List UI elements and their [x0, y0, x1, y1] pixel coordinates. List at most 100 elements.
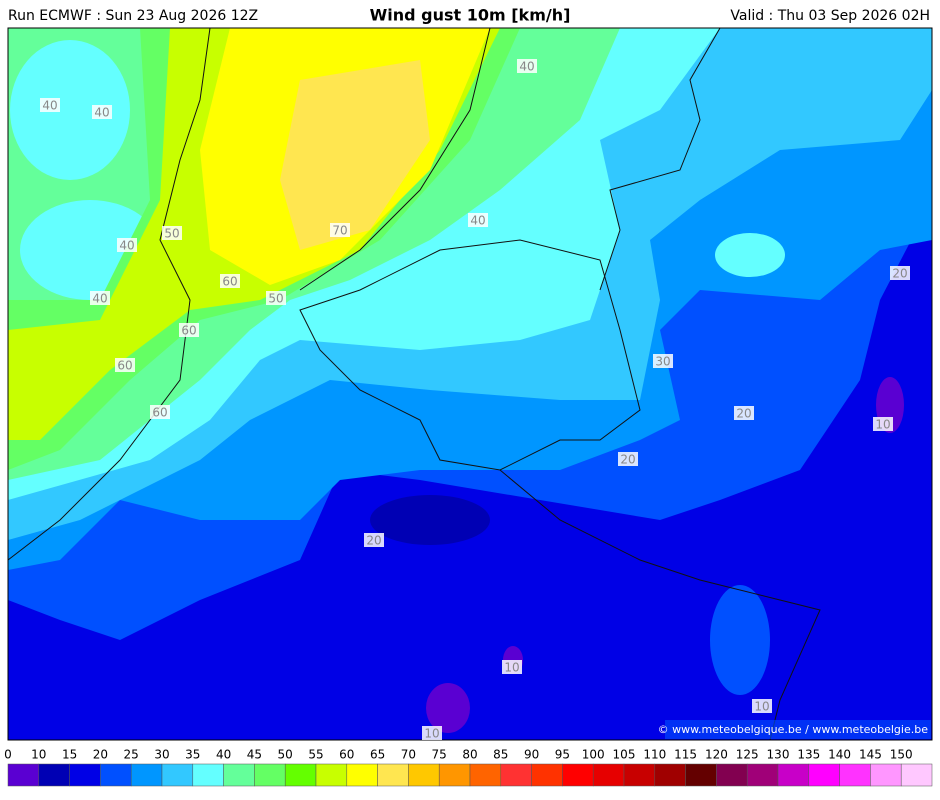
- contour-label-bg: [468, 213, 488, 227]
- contour-label-bg: [734, 406, 754, 420]
- run-info: Run ECMWF : Sun 23 Aug 2026 12Z: [8, 8, 258, 24]
- contour-label: 40: [519, 60, 534, 74]
- contour-label-bg: [92, 105, 112, 119]
- contour-label-bg: [752, 699, 772, 713]
- color-swatch: [254, 763, 286, 787]
- colorbar: 0 10 15 20 25 30 35 40 45 50 55 60 65 70 75 80 85 90 95 100…: [4, 748, 933, 787]
- map: 40 40 40 40 40 40 50 50 70 60 60 60 60 30 20 20 20 20 10 10…: [7, 27, 933, 741]
- color-swatch: [377, 763, 409, 787]
- colorbar-label: 90: [524, 748, 539, 762]
- contour-label-bg: [517, 59, 537, 73]
- colorbar-label: 150: [890, 748, 913, 762]
- color-swatch: [192, 763, 224, 787]
- colorbar-label: 60: [339, 748, 354, 762]
- color-swatch: [746, 763, 779, 787]
- color-swatch: [870, 763, 902, 787]
- color-swatch: [685, 763, 717, 787]
- color-swatch: [654, 763, 686, 787]
- color-swatch: [315, 763, 348, 787]
- contour-label: 30: [655, 355, 670, 369]
- contour-label: 60: [181, 324, 196, 338]
- colorbar-label: 140: [828, 748, 851, 762]
- contour-label-bg: [266, 291, 286, 305]
- contour-label-bg: [179, 323, 199, 337]
- color-swatch: [900, 763, 933, 787]
- contour-label-bg: [502, 660, 522, 674]
- contour-label: 40: [94, 106, 109, 120]
- contour-label: 40: [92, 292, 107, 306]
- contour-label-bg: [150, 405, 170, 419]
- colorbar-label: 0: [4, 748, 12, 762]
- color-swatch: [562, 763, 594, 787]
- color-swatch: [408, 763, 440, 787]
- colorbar-label: 95: [555, 748, 570, 762]
- color-swatch: [100, 763, 132, 787]
- colorbar-label: 10: [31, 748, 46, 762]
- contour-label: 40: [470, 214, 485, 228]
- colorbar-label: 85: [493, 748, 508, 762]
- color-swatch: [623, 763, 656, 787]
- color-swatch: [223, 763, 255, 787]
- colorbar-label: 130: [767, 748, 790, 762]
- contour-label-bg: [162, 226, 182, 240]
- color-swatch: [438, 763, 471, 787]
- colorbar-label: 45: [247, 748, 262, 762]
- colorbar-label: 25: [124, 748, 139, 762]
- colorbar-label: 100: [582, 748, 605, 762]
- colorbar-label: 145: [859, 748, 882, 762]
- contour-label: 40: [119, 239, 134, 253]
- color-swatch: [130, 763, 163, 787]
- color-swatch: [38, 763, 70, 787]
- contour-label: 50: [268, 292, 283, 306]
- contour-label-bg: [115, 358, 135, 372]
- contour-label-bg: [653, 354, 673, 368]
- color-swatch: [346, 763, 378, 787]
- colorbar-label: 135: [797, 748, 820, 762]
- contour-label: 60: [222, 275, 237, 289]
- colorbar-label: 55: [308, 748, 323, 762]
- color-swatch: [716, 763, 748, 787]
- contour-label-bg: [220, 274, 240, 288]
- contour-label: 60: [152, 406, 167, 420]
- colorbar-label: 105: [613, 748, 636, 762]
- color-swatch: [284, 763, 317, 787]
- colorbar-label: 40: [216, 748, 231, 762]
- contour-label: 50: [164, 227, 179, 241]
- colorbar-label: 15: [62, 748, 77, 762]
- colorbar-label: 125: [736, 748, 759, 762]
- color-swatch: [7, 763, 40, 787]
- color-swatch: [469, 763, 502, 787]
- contour-label-bg: [330, 223, 350, 237]
- color-swatch: [161, 763, 194, 787]
- colorbar-label: 70: [401, 748, 416, 762]
- colorbar-label: 50: [278, 748, 293, 762]
- contour-label: 20: [366, 534, 381, 548]
- color-swatch: [839, 763, 871, 787]
- colorbar-label: 110: [643, 748, 666, 762]
- color-swatch: [777, 763, 810, 787]
- color-swatch: [69, 763, 101, 787]
- contour-label-bg: [422, 726, 442, 740]
- color-swatch: [592, 763, 625, 787]
- contour-label: 70: [332, 224, 347, 238]
- credit: © www.meteobelgique.be / www.meteobelgie…: [658, 723, 929, 736]
- contour-label: 20: [620, 453, 635, 467]
- contour-label: 10: [754, 700, 769, 714]
- contour-label: 10: [875, 418, 890, 432]
- contour-label-bg: [618, 452, 638, 466]
- colorbar-label: 35: [185, 748, 200, 762]
- colorbar-label: 30: [154, 748, 169, 762]
- colorbar-label: 75: [432, 748, 447, 762]
- contour-label-bg: [873, 417, 893, 431]
- colorbar-label: 65: [370, 748, 385, 762]
- contour-label-bg: [117, 238, 137, 252]
- color-swatch: [531, 763, 563, 787]
- colorbar-label: 120: [705, 748, 728, 762]
- contour-label-bg: [890, 266, 910, 280]
- contour-label: 10: [424, 727, 439, 741]
- contour-label-bg: [364, 533, 384, 547]
- colorbar-label: 20: [93, 748, 108, 762]
- contour-label-bg: [90, 291, 110, 305]
- colorbar-label: 80: [462, 748, 477, 762]
